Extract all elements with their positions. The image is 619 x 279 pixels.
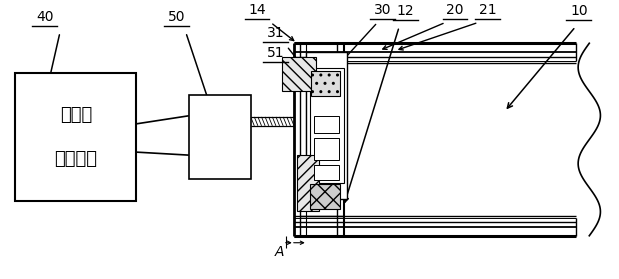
Bar	[306, 52, 347, 199]
Text: 14: 14	[248, 3, 266, 17]
Bar	[314, 165, 339, 180]
Text: 30: 30	[374, 3, 391, 17]
Bar	[310, 184, 340, 209]
Bar	[282, 57, 316, 91]
Bar	[310, 68, 344, 183]
Text: 12: 12	[397, 4, 414, 18]
Text: 50: 50	[168, 10, 185, 24]
Text: 20: 20	[446, 3, 464, 17]
Text: 40: 40	[36, 10, 53, 24]
Bar	[314, 138, 339, 160]
Text: 保管笱: 保管笱	[59, 106, 92, 124]
Text: 51: 51	[267, 46, 284, 60]
Text: 10: 10	[570, 4, 587, 18]
Bar	[15, 73, 136, 201]
Text: A: A	[275, 246, 285, 259]
Bar	[311, 71, 340, 96]
Bar	[314, 116, 339, 133]
Bar	[297, 155, 319, 211]
Text: 31: 31	[267, 27, 284, 40]
Bar	[189, 95, 251, 179]
Text: 21: 21	[479, 3, 496, 17]
Text: 控制系统: 控制系统	[54, 150, 97, 167]
